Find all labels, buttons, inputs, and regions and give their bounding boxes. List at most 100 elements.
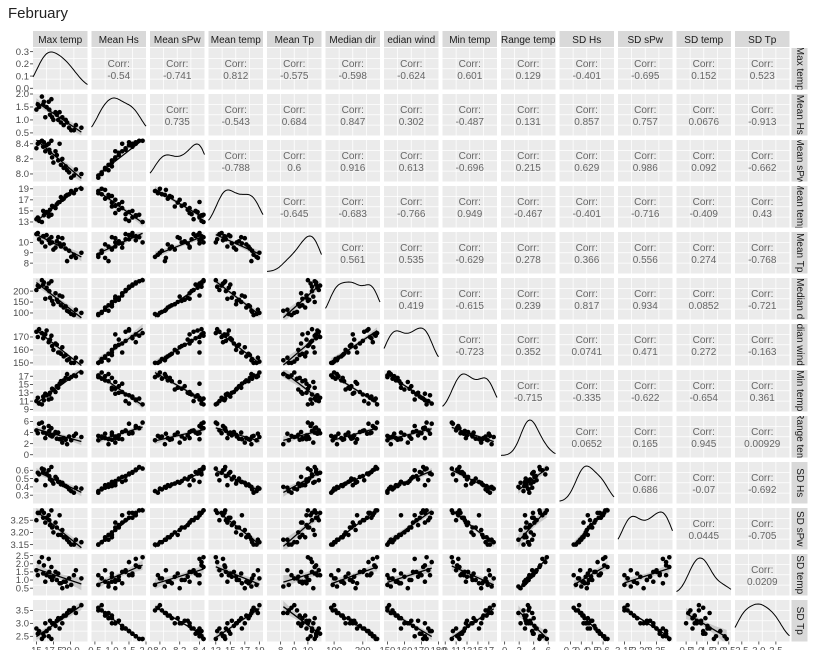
data-point bbox=[526, 608, 531, 613]
data-point bbox=[119, 513, 125, 518]
data-point bbox=[73, 537, 79, 542]
data-point bbox=[43, 520, 48, 525]
data-point bbox=[297, 437, 303, 443]
data-point bbox=[347, 621, 353, 626]
data-point bbox=[407, 434, 412, 439]
y-tick-label: 2.0 bbox=[16, 559, 29, 570]
data-point bbox=[312, 532, 318, 538]
data-point bbox=[298, 569, 304, 575]
data-point bbox=[419, 631, 424, 636]
y-tick-label: 160 bbox=[13, 345, 29, 356]
data-point bbox=[113, 440, 118, 445]
data-point bbox=[214, 559, 220, 565]
data-point bbox=[522, 626, 528, 631]
data-point bbox=[73, 431, 79, 437]
data-point bbox=[427, 431, 433, 437]
data-point bbox=[195, 328, 200, 333]
data-point bbox=[625, 602, 630, 608]
data-point bbox=[405, 379, 411, 385]
data-point bbox=[54, 577, 60, 583]
data-point bbox=[297, 352, 303, 358]
data-point bbox=[412, 513, 418, 518]
regression-line bbox=[517, 610, 548, 639]
data-point bbox=[201, 240, 206, 245]
data-point bbox=[63, 579, 68, 584]
corr-label: Corr: bbox=[693, 381, 715, 392]
data-point bbox=[79, 250, 84, 256]
data-point bbox=[398, 385, 404, 391]
row-strip-group: Range tem bbox=[794, 416, 805, 458]
data-point bbox=[412, 423, 418, 429]
data-point bbox=[234, 434, 240, 439]
data-point bbox=[96, 173, 101, 178]
regression-line bbox=[36, 282, 82, 319]
corr-value: 0.471 bbox=[633, 347, 658, 358]
column-strip bbox=[208, 31, 263, 47]
data-point bbox=[700, 631, 706, 636]
y-tick-label: 8 bbox=[24, 258, 29, 269]
data-point bbox=[199, 326, 204, 332]
column-strip bbox=[559, 31, 614, 47]
corr-label: Corr: bbox=[517, 59, 539, 70]
data-point bbox=[487, 572, 493, 578]
data-point bbox=[313, 425, 319, 430]
y-tick-label: 9 bbox=[24, 248, 29, 259]
corr-label: Corr: bbox=[283, 105, 305, 116]
data-point bbox=[222, 510, 227, 516]
x-tick-label: 150 bbox=[379, 646, 395, 650]
data-point bbox=[41, 634, 47, 639]
data-point bbox=[298, 474, 304, 480]
corr-label: Corr: bbox=[693, 151, 715, 162]
corr-value: -0.629 bbox=[456, 255, 485, 266]
corr-label: Corr: bbox=[751, 519, 773, 530]
data-point bbox=[663, 563, 669, 568]
data-point bbox=[422, 482, 428, 488]
data-point bbox=[106, 371, 111, 377]
data-point bbox=[229, 574, 235, 580]
data-point bbox=[99, 602, 104, 608]
data-point bbox=[123, 216, 128, 222]
data-point bbox=[458, 572, 463, 578]
column-strip-label: SD Tp bbox=[748, 35, 777, 46]
data-point bbox=[53, 149, 58, 154]
data-point bbox=[113, 210, 118, 216]
x-tick-label: 15 bbox=[31, 646, 42, 650]
data-point bbox=[60, 294, 65, 299]
column-strip bbox=[442, 31, 497, 47]
column-strip bbox=[33, 31, 88, 47]
data-point bbox=[96, 572, 101, 578]
data-point bbox=[385, 605, 390, 611]
data-point bbox=[109, 430, 115, 435]
data-point bbox=[298, 341, 304, 346]
data-point bbox=[199, 467, 204, 472]
data-point bbox=[660, 626, 666, 631]
corr-value: 0.165 bbox=[633, 439, 658, 450]
data-point bbox=[579, 584, 584, 589]
data-point bbox=[133, 556, 139, 562]
data-point bbox=[249, 258, 254, 264]
corr-label: Corr: bbox=[751, 59, 773, 70]
data-point bbox=[73, 255, 79, 261]
data-point bbox=[660, 581, 666, 586]
regression-line bbox=[451, 426, 494, 443]
data-point bbox=[543, 472, 548, 477]
data-point bbox=[713, 634, 719, 639]
data-point bbox=[201, 402, 206, 407]
data-point bbox=[422, 520, 428, 525]
regression-line bbox=[215, 427, 260, 442]
data-point bbox=[35, 430, 41, 436]
regression-line bbox=[331, 427, 378, 442]
y-tick-label: 200 bbox=[13, 286, 29, 297]
data-point bbox=[297, 535, 303, 540]
data-point bbox=[281, 308, 286, 314]
data-point bbox=[255, 537, 261, 542]
regression-line bbox=[98, 232, 143, 254]
corr-label: Corr: bbox=[576, 151, 598, 162]
data-point bbox=[530, 470, 536, 476]
y-tick-label: 13 bbox=[18, 388, 29, 399]
data-point bbox=[109, 613, 115, 618]
data-point bbox=[473, 436, 479, 442]
data-point bbox=[531, 615, 536, 621]
column-strip bbox=[267, 31, 322, 47]
data-point bbox=[486, 431, 492, 437]
